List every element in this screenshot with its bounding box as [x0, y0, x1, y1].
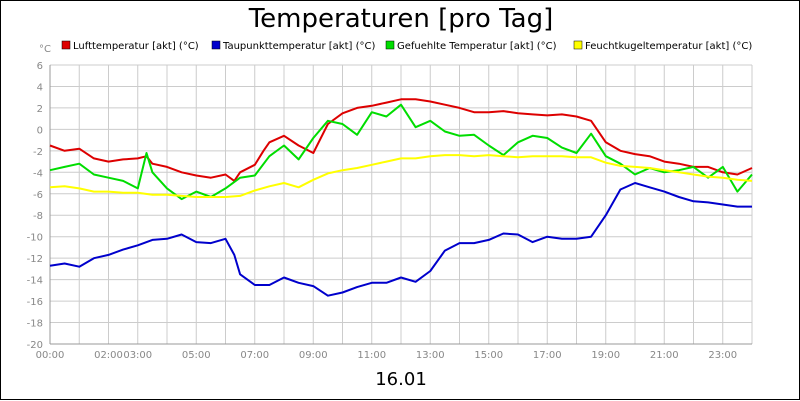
x-tick-label: 17:00 [533, 350, 562, 361]
y-tick-label: -14 [27, 276, 43, 287]
legend-label-2: Taupunkttemperatur [akt] (°C) [222, 41, 375, 52]
x-tick-label: 02:00 [94, 350, 123, 361]
x-tick-label: 15:00 [474, 350, 503, 361]
x-tick-label: 09:00 [299, 350, 328, 361]
legend-swatch-2 [211, 40, 221, 50]
y-tick-label: -8 [33, 211, 43, 222]
legend-label-3: Gefuehlte Temperatur [akt] (°C) [397, 41, 557, 52]
y-tick-label: -2 [33, 147, 43, 158]
y-tick-label: -4 [33, 168, 43, 179]
x-tick-label: 07:00 [240, 350, 269, 361]
series-line-2 [49, 182, 752, 297]
date-label: 16.01 [375, 369, 427, 390]
x-tick-label: 03:00 [123, 350, 152, 361]
legend-label-1: Lufttemperatur [akt] (°C) [73, 41, 199, 52]
legend-label-4: Feuchtkugeltemperatur [akt] (°C) [585, 41, 752, 52]
legend-swatch-1 [61, 40, 71, 50]
y-tick-label: 2 [37, 104, 43, 115]
chart-title: Temperaturen [pro Tag] [248, 4, 554, 34]
y-tick-label: 0 [37, 125, 43, 136]
x-tick-label: 21:00 [650, 350, 679, 361]
y-tick-label: 6 [37, 61, 43, 72]
series-line-1 [49, 98, 753, 182]
y-tick-label: -16 [27, 297, 43, 308]
series-line-4 [49, 154, 753, 198]
y-tick-label: -6 [33, 190, 43, 201]
y-tick-label: -12 [27, 254, 43, 265]
x-tick-label: 13:00 [416, 350, 445, 361]
x-tick-label: 11:00 [357, 350, 386, 361]
y-tick-label: -20 [27, 340, 43, 351]
y-tick-label: 4 [37, 82, 43, 93]
legend-swatch-4 [573, 40, 583, 50]
legend-swatch-3 [385, 40, 395, 50]
x-tick-label: 19:00 [591, 350, 620, 361]
y-axis-unit: °C [39, 44, 51, 55]
y-tick-label: -18 [27, 319, 43, 330]
x-tick-label: 23:00 [708, 350, 737, 361]
y-tick-label: -10 [27, 233, 43, 244]
series-line-3 [49, 103, 753, 201]
x-tick-label: 00:00 [36, 350, 65, 361]
x-tick-label: 05:00 [182, 350, 211, 361]
